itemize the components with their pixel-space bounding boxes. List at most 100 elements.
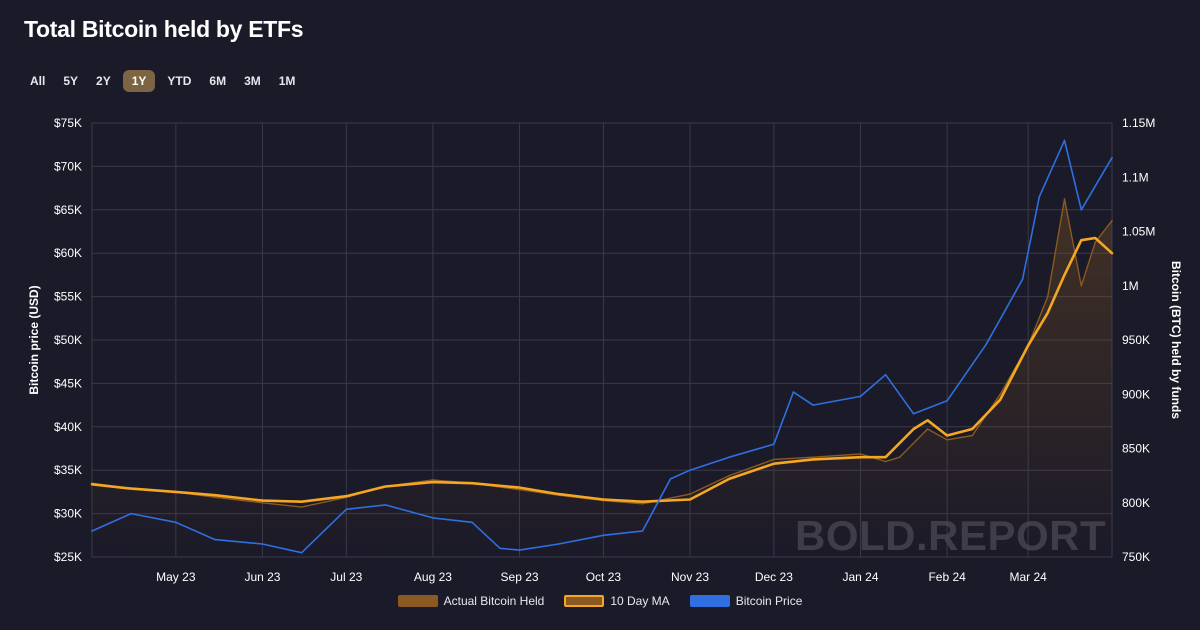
data-point-bitcoin-price — [1111, 156, 1113, 159]
data-point-10-day-ma — [1027, 344, 1029, 347]
data-point-bitcoin-price — [669, 478, 672, 480]
data-point-10-day-ma — [728, 478, 730, 480]
legend-item-ma[interactable]: 10 Day MA — [564, 594, 670, 608]
data-point-actual-bitcoin-held — [898, 456, 901, 459]
data-point-10-day-ma — [1080, 239, 1083, 241]
data-point-10-day-ma — [384, 485, 387, 488]
range-6m-button[interactable]: 6M — [209, 74, 227, 88]
x-tick-label: Jun 23 — [244, 570, 280, 584]
data-point-actual-bitcoin-held — [1063, 198, 1066, 200]
data-point-bitcoin-price — [300, 551, 303, 554]
range-3m-button[interactable]: 3M — [244, 74, 261, 88]
data-point-10-day-ma — [518, 486, 521, 489]
right-tick-label: 900K — [1122, 387, 1150, 401]
data-point-10-day-ma — [884, 456, 887, 459]
data-point-bitcoin-price — [946, 400, 948, 402]
x-tick-label: Feb 24 — [928, 570, 966, 584]
range-1m-button[interactable]: 1M — [278, 74, 296, 88]
data-point-actual-bitcoin-held — [971, 434, 974, 437]
data-point-actual-bitcoin-held — [518, 488, 521, 491]
data-point-10-day-ma — [300, 500, 303, 503]
data-point-bitcoin-price — [1021, 278, 1024, 281]
data-point-actual-bitcoin-held — [641, 503, 644, 505]
data-point-bitcoin-price — [130, 512, 132, 515]
data-point-actual-bitcoin-held — [946, 439, 948, 441]
data-point-bitcoin-price — [1080, 209, 1083, 211]
x-tick-label: Dec 23 — [755, 570, 793, 584]
data-point-bitcoin-price — [557, 543, 560, 545]
series — [90, 139, 1114, 554]
data-point-10-day-ma — [1094, 237, 1096, 239]
data-point-actual-bitcoin-held — [261, 502, 264, 504]
range-1y-button[interactable]: 1Y — [122, 70, 156, 92]
left-tick-label: $40K — [54, 420, 82, 434]
range-all-button[interactable]: All — [30, 74, 46, 88]
legend-swatch-ma — [564, 595, 605, 607]
data-point-10-day-ma — [471, 482, 473, 485]
data-point-actual-bitcoin-held — [812, 456, 814, 459]
data-point-bitcoin-price — [1063, 139, 1066, 142]
data-point-actual-bitcoin-held — [432, 479, 434, 481]
data-point-actual-bitcoin-held — [1094, 241, 1096, 244]
data-point-bitcoin-price — [175, 521, 177, 524]
watermark-logo: BOLD.REPORT — [795, 512, 1107, 559]
left-tick-label: $60K — [54, 246, 82, 260]
data-point-10-day-ma — [175, 491, 177, 493]
data-point-bitcoin-price — [985, 343, 987, 346]
left-tick-label: $55K — [54, 290, 82, 304]
data-point-10-day-ma — [602, 498, 605, 501]
legend-label-ma: 10 Day MA — [610, 594, 670, 608]
data-point-actual-bitcoin-held — [773, 458, 775, 461]
legend-item-actual[interactable]: Actual Bitcoin Held — [397, 594, 544, 608]
legend-swatch-price — [689, 595, 730, 607]
x-tick-label: Mar 24 — [1009, 570, 1047, 584]
data-point-bitcoin-price — [792, 391, 795, 393]
data-point-bitcoin-price — [214, 538, 216, 541]
legend: Actual Bitcoin Held 10 Day MA Bitcoin Pr… — [0, 594, 1200, 608]
x-tick-label: Nov 23 — [671, 570, 709, 584]
left-tick-label: $25K — [54, 550, 82, 564]
range-ytd-button[interactable]: YTD — [167, 74, 192, 88]
data-point-10-day-ma — [432, 481, 434, 483]
data-point-10-day-ma — [130, 487, 132, 490]
data-point-actual-bitcoin-held — [1046, 295, 1049, 298]
legend-swatch-actual — [397, 595, 438, 607]
legend-label-price: Bitcoin Price — [735, 594, 803, 608]
data-point-bitcoin-price — [432, 517, 434, 519]
x-tick-label: Jan 24 — [842, 570, 878, 584]
data-point-10-day-ma — [1111, 252, 1113, 254]
data-point-bitcoin-price — [602, 534, 605, 537]
axes: $25K $30K $35K $40K $45K $50K $55K $60K $65K $70K… — [27, 116, 1183, 584]
page-title: Total Bitcoin held by ETFs — [24, 16, 304, 42]
data-point-bitcoin-price — [689, 469, 691, 472]
data-point-bitcoin-price — [499, 547, 501, 550]
range-2y-button[interactable]: 2Y — [96, 74, 111, 88]
left-axis-title: Bitcoin price (USD) — [27, 285, 41, 394]
data-point-actual-bitcoin-held — [884, 460, 887, 463]
legend-item-price[interactable]: Bitcoin Price — [689, 594, 803, 608]
left-tick-label: $70K — [54, 159, 82, 173]
data-point-bitcoin-price — [641, 530, 644, 532]
data-point-10-day-ma — [345, 495, 348, 498]
range-5y-button[interactable]: 5Y — [63, 74, 79, 88]
data-point-10-day-ma — [91, 483, 93, 486]
right-tick-label: 850K — [1122, 442, 1150, 456]
data-point-actual-bitcoin-held — [689, 493, 691, 495]
left-tick-label: $45K — [54, 376, 82, 390]
left-tick-label: $75K — [54, 116, 82, 130]
data-point-10-day-ma — [926, 419, 929, 422]
data-point-actual-bitcoin-held — [859, 453, 862, 455]
x-tick-label: Aug 23 — [414, 570, 452, 584]
data-point-actual-bitcoin-held — [999, 393, 1001, 396]
data-point-bitcoin-price — [384, 504, 387, 506]
left-tick-label: $35K — [54, 463, 82, 477]
right-tick-label: 1.05M — [1122, 225, 1155, 239]
held-area — [92, 199, 1112, 557]
data-point-actual-bitcoin-held — [926, 428, 929, 430]
x-tick-label: Jul 23 — [330, 570, 362, 584]
data-point-bitcoin-price — [1038, 196, 1041, 198]
data-point-bitcoin-price — [859, 395, 862, 398]
data-point-bitcoin-price — [471, 521, 473, 524]
data-point-10-day-ma — [812, 458, 814, 461]
